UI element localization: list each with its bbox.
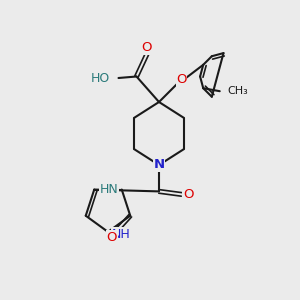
Text: NH: NH: [112, 228, 130, 241]
Text: O: O: [183, 188, 194, 201]
Text: HO: HO: [90, 71, 110, 85]
Text: N: N: [153, 158, 165, 172]
Text: O: O: [106, 231, 117, 244]
Text: O: O: [176, 73, 187, 86]
Text: CH₃: CH₃: [227, 86, 248, 96]
Text: HN: HN: [99, 183, 118, 196]
Text: O: O: [142, 41, 152, 54]
